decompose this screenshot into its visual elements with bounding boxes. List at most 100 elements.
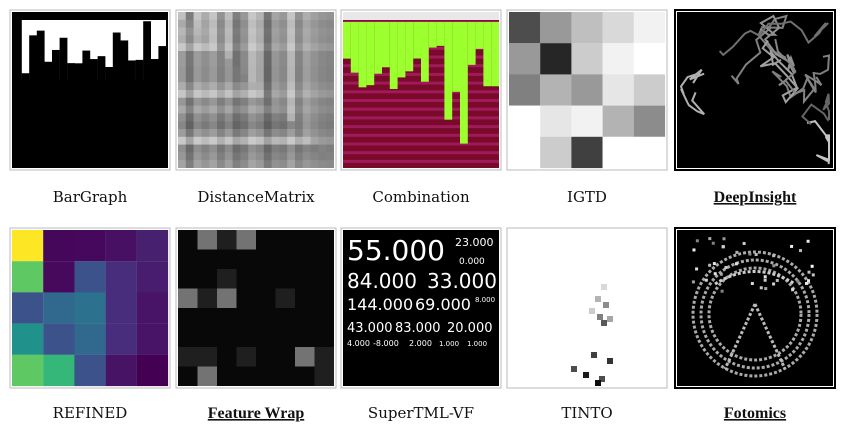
pixel [256, 347, 276, 367]
image-number: 144.000 [347, 295, 413, 314]
pixel [509, 105, 541, 137]
trace [718, 20, 829, 57]
pixel [217, 366, 237, 386]
pixel [602, 105, 634, 137]
pixel [256, 308, 276, 328]
bar-shape [82, 50, 91, 168]
pixel [314, 288, 334, 308]
stripe [178, 121, 334, 129]
pixel [589, 308, 595, 314]
pixel [811, 273, 815, 277]
pixel [759, 286, 763, 290]
pixel [748, 252, 752, 256]
pixel [256, 230, 276, 250]
bar-shape [120, 40, 129, 168]
image-number: 55.000 [347, 234, 445, 267]
bar-shape [467, 22, 476, 65]
pixel [295, 366, 315, 386]
pixel [704, 278, 708, 282]
bar-shape [67, 63, 75, 168]
pixel [275, 269, 295, 289]
pixel [236, 347, 256, 367]
bar-shape [343, 22, 351, 59]
ring [707, 266, 803, 362]
pixel [595, 296, 601, 302]
pixel [178, 308, 198, 328]
pixel [691, 280, 695, 284]
pixel [633, 12, 666, 44]
pixel [742, 241, 746, 245]
bar-shape [405, 22, 414, 72]
pixel [217, 308, 237, 328]
pixel [695, 239, 699, 243]
stripe [279, 12, 288, 168]
bar-shape [382, 22, 390, 68]
pixel [724, 266, 728, 270]
pixel [136, 354, 169, 387]
stripe [343, 125, 499, 129]
panel-label: SuperTML-VF [368, 404, 474, 422]
bar-shape [90, 59, 98, 168]
pixel [12, 323, 44, 355]
ring [699, 258, 811, 370]
image-number: 1.000 [467, 340, 487, 348]
pixel [607, 358, 613, 364]
bar-shape [112, 32, 121, 168]
pixel [314, 366, 334, 386]
pixel [197, 366, 217, 386]
pixel [807, 279, 811, 283]
pixel [43, 292, 75, 324]
pixel [295, 249, 315, 269]
pixel [178, 327, 198, 347]
pixel [509, 74, 541, 106]
panel-label: DeepInsight [714, 189, 797, 206]
pixel [314, 308, 334, 328]
pixel [74, 354, 106, 387]
pixel [571, 136, 603, 169]
bar-shape [29, 35, 37, 169]
pixel [217, 327, 237, 347]
pixel [136, 230, 169, 262]
pixel [540, 12, 572, 44]
bar-shape [36, 30, 45, 168]
pixel [602, 74, 634, 106]
pixel [236, 269, 256, 289]
pixel [43, 323, 75, 355]
panel-label: Combination [372, 188, 470, 206]
panel: DeepInsight [674, 9, 836, 206]
bar-shape [421, 22, 429, 82]
trace [730, 14, 788, 85]
bar-shape [444, 22, 453, 120]
panel: 55.000 23.000 0.000 84.000 33.000 144.000 69.0… [340, 227, 502, 422]
image-number: 69.000 [415, 295, 471, 314]
pixel [314, 230, 334, 250]
pixel [509, 43, 541, 75]
panel: BarGraph [9, 9, 171, 206]
pixel [775, 278, 779, 282]
bar-shape [150, 59, 159, 168]
panel: DistanceMatrix [175, 9, 337, 206]
bar-shape [397, 22, 406, 78]
pixel [754, 253, 758, 257]
pixel [796, 279, 800, 283]
pixel [713, 272, 717, 276]
pixel [602, 12, 634, 44]
bar-shape [14, 18, 22, 169]
pixel [722, 237, 726, 241]
pixel [540, 105, 572, 137]
pixel [197, 288, 217, 308]
pixel [236, 366, 256, 386]
pixel [601, 284, 607, 290]
bar-shape [366, 22, 375, 86]
pixel [810, 264, 814, 268]
pixel [178, 347, 198, 367]
stripe [178, 113, 334, 122]
pixel [136, 261, 169, 293]
stripe [287, 12, 295, 168]
pixel [571, 74, 603, 106]
pixel [217, 269, 237, 289]
stripe [178, 136, 334, 145]
pixel [236, 327, 256, 347]
pixel [603, 302, 609, 308]
bar-shape [143, 21, 151, 168]
